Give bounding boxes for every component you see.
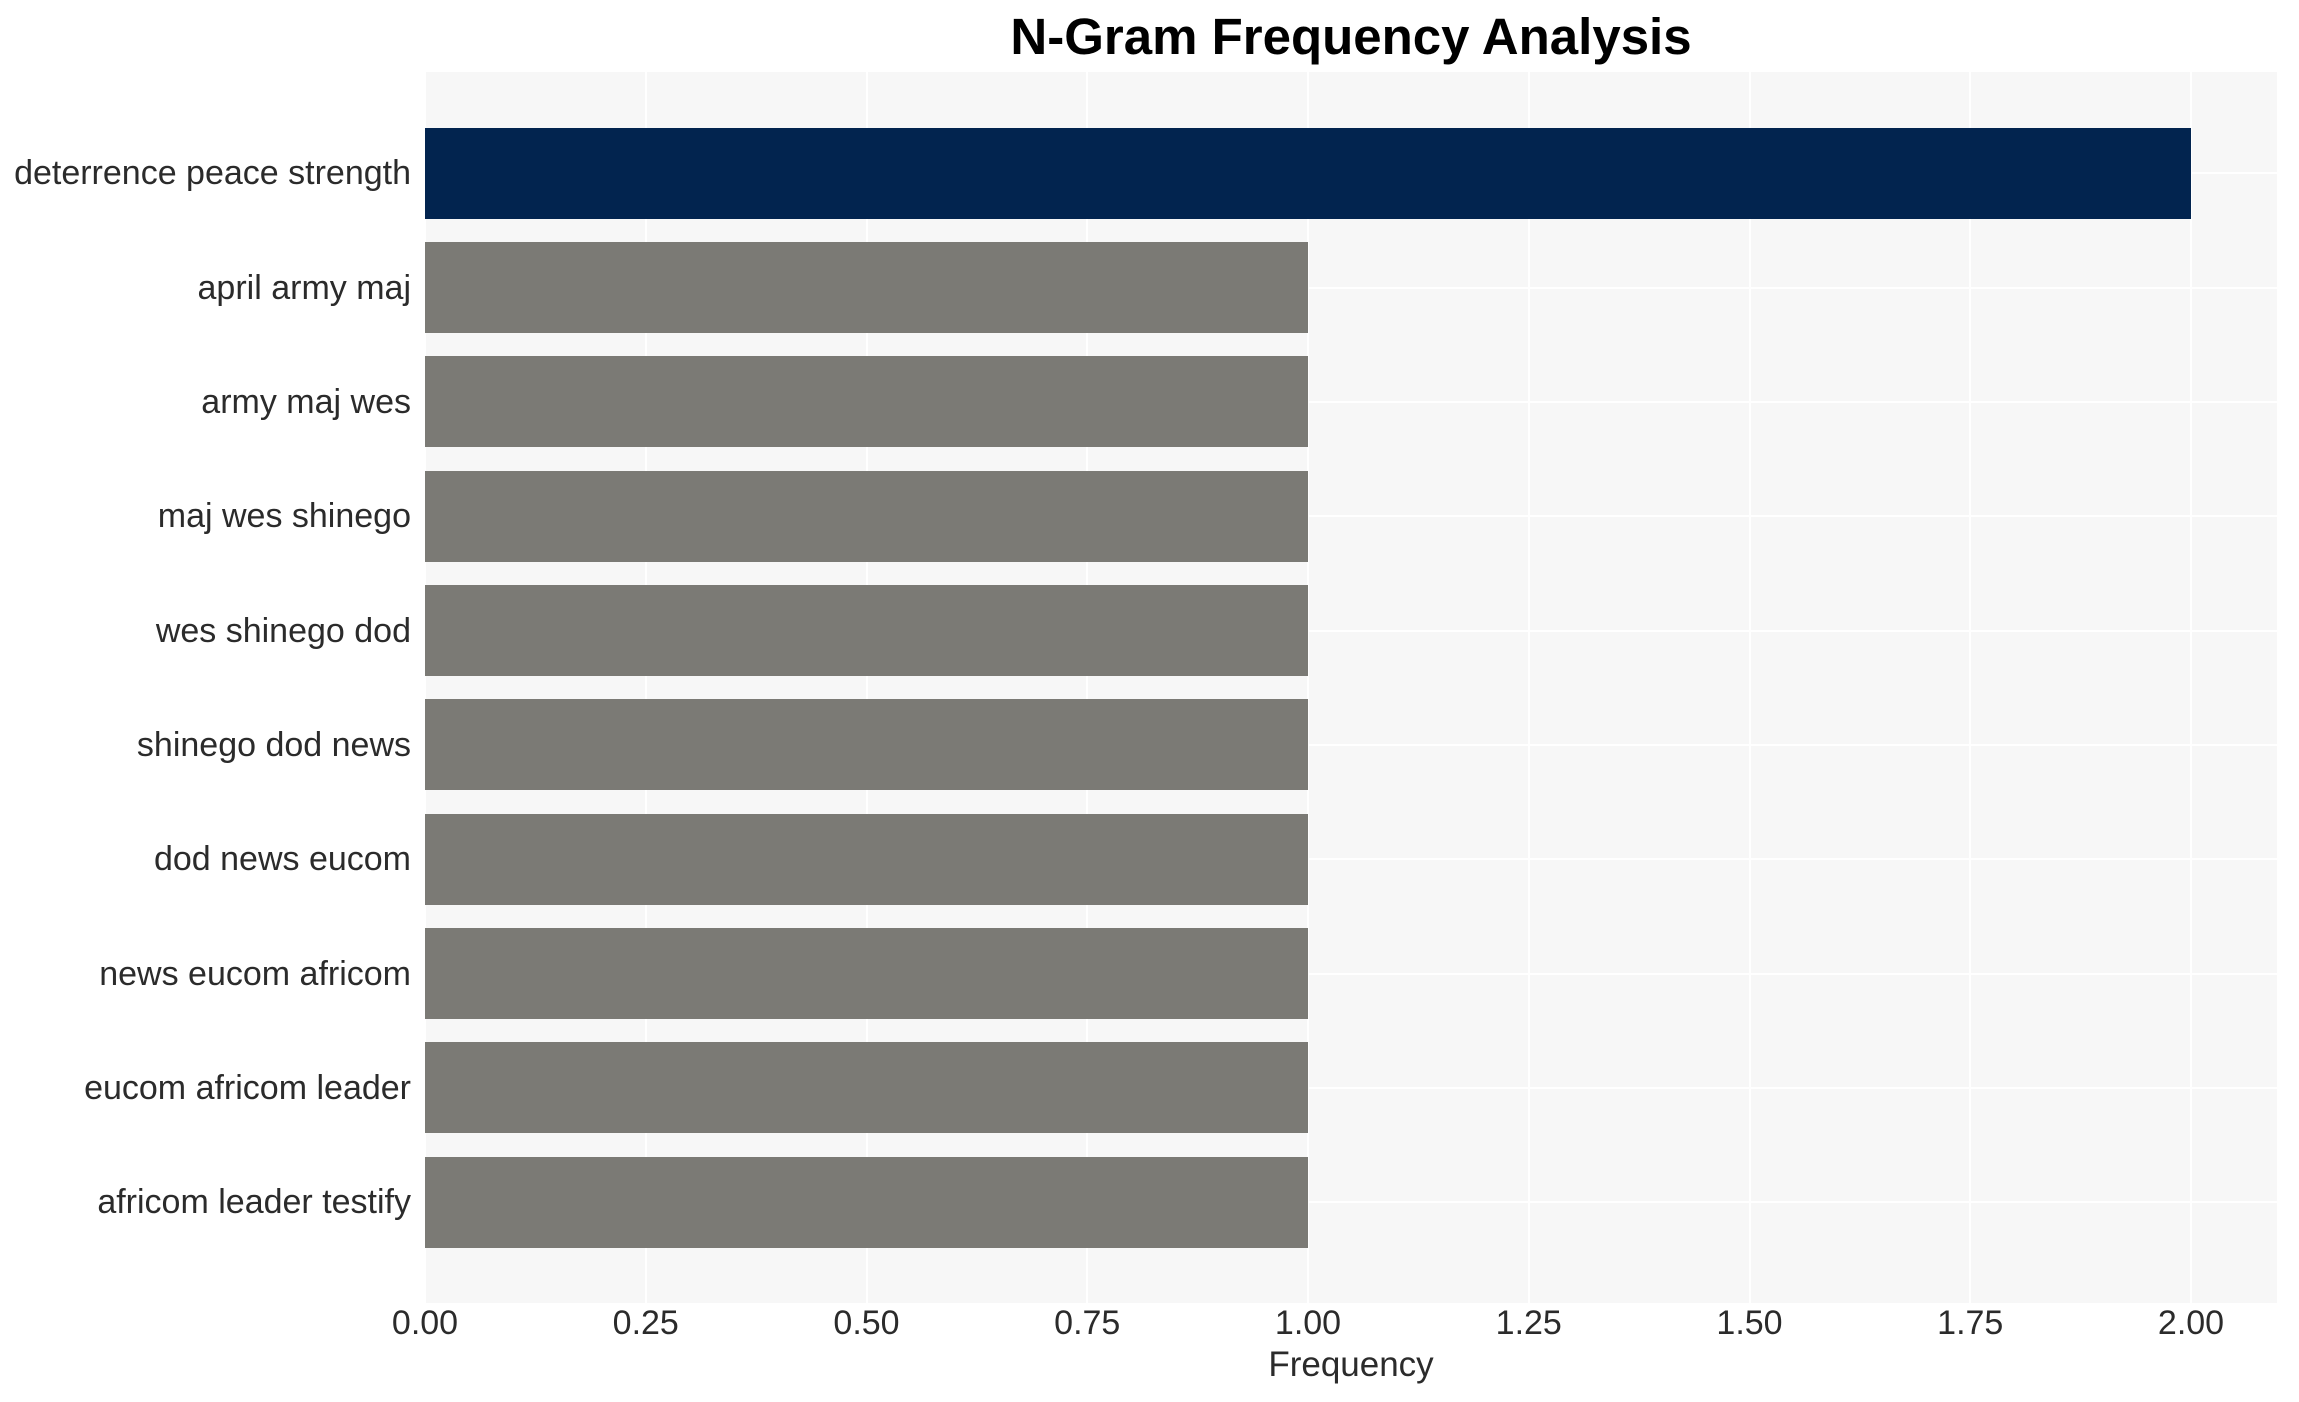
bar-news-eucom-africom — [425, 928, 1308, 1020]
y-tick-label: eucom africom leader — [84, 1068, 411, 1107]
horizontal-gridline — [425, 858, 2277, 861]
vertical-gridline — [424, 72, 426, 1303]
y-tick-label: maj wes shinego — [157, 497, 411, 536]
plot-area — [424, 72, 2277, 1303]
vertical-gridline — [644, 72, 647, 1303]
horizontal-gridline — [425, 1086, 2277, 1089]
y-tick-label: army maj wes — [201, 382, 411, 421]
x-tick-label: 0.00 — [391, 1304, 459, 1342]
y-tick-label: wes shinego dod — [155, 611, 411, 650]
bar-wes-shinego-dod — [425, 585, 1308, 677]
vertical-gridline — [1969, 72, 1972, 1303]
y-tick-label: news eucom africom — [99, 954, 411, 993]
x-tick-label: 0.75 — [1054, 1304, 1121, 1342]
bar-dod-news-eucom — [425, 813, 1308, 905]
x-tick-label: 2.00 — [2157, 1304, 2225, 1342]
y-tick-label: april army maj — [197, 268, 411, 307]
bar-shinego-dod-news — [425, 699, 1308, 791]
x-tick-label: 1.00 — [1274, 1304, 1342, 1342]
bar-april-army-maj — [425, 242, 1308, 334]
y-tick-label: deterrence peace strength — [14, 154, 411, 193]
horizontal-gridline — [425, 286, 2277, 289]
y-tick-label: africom leader testify — [97, 1183, 411, 1222]
vertical-gridline — [1527, 72, 1530, 1303]
bar-maj-wes-shinego — [425, 470, 1308, 562]
vertical-gridline — [1086, 72, 1089, 1303]
x-axis-label: Frequency — [1268, 1345, 1434, 1384]
x-tick-label: 0.50 — [833, 1304, 900, 1342]
bar-army-maj-wes — [425, 356, 1308, 448]
bar-eucom-africom-leader — [425, 1042, 1308, 1134]
x-tick-label: 1.25 — [1495, 1304, 1562, 1342]
horizontal-gridline — [425, 972, 2277, 975]
horizontal-gridline — [425, 743, 2277, 746]
vertical-gridline — [865, 72, 868, 1303]
x-tick-label: 1.75 — [1937, 1304, 2004, 1342]
y-tick-label: dod news eucom — [153, 840, 411, 879]
chart-title: N-Gram Frequency Analysis — [1010, 8, 1692, 65]
x-tick-label: 0.25 — [612, 1304, 679, 1342]
horizontal-gridline — [425, 400, 2277, 403]
vertical-gridline — [1307, 72, 1309, 1303]
horizontal-gridline — [425, 1201, 2277, 1204]
horizontal-gridline — [425, 629, 2277, 632]
y-tick-label: shinego dod news — [136, 725, 411, 764]
vertical-gridline — [2190, 72, 2192, 1303]
vertical-gridline — [1748, 72, 1751, 1303]
bar-deterrence-peace-strength — [425, 127, 2191, 219]
x-tick-label: 1.50 — [1716, 1304, 1783, 1342]
bar-africom-leader-testify — [425, 1156, 1308, 1248]
horizontal-gridline — [425, 515, 2277, 518]
